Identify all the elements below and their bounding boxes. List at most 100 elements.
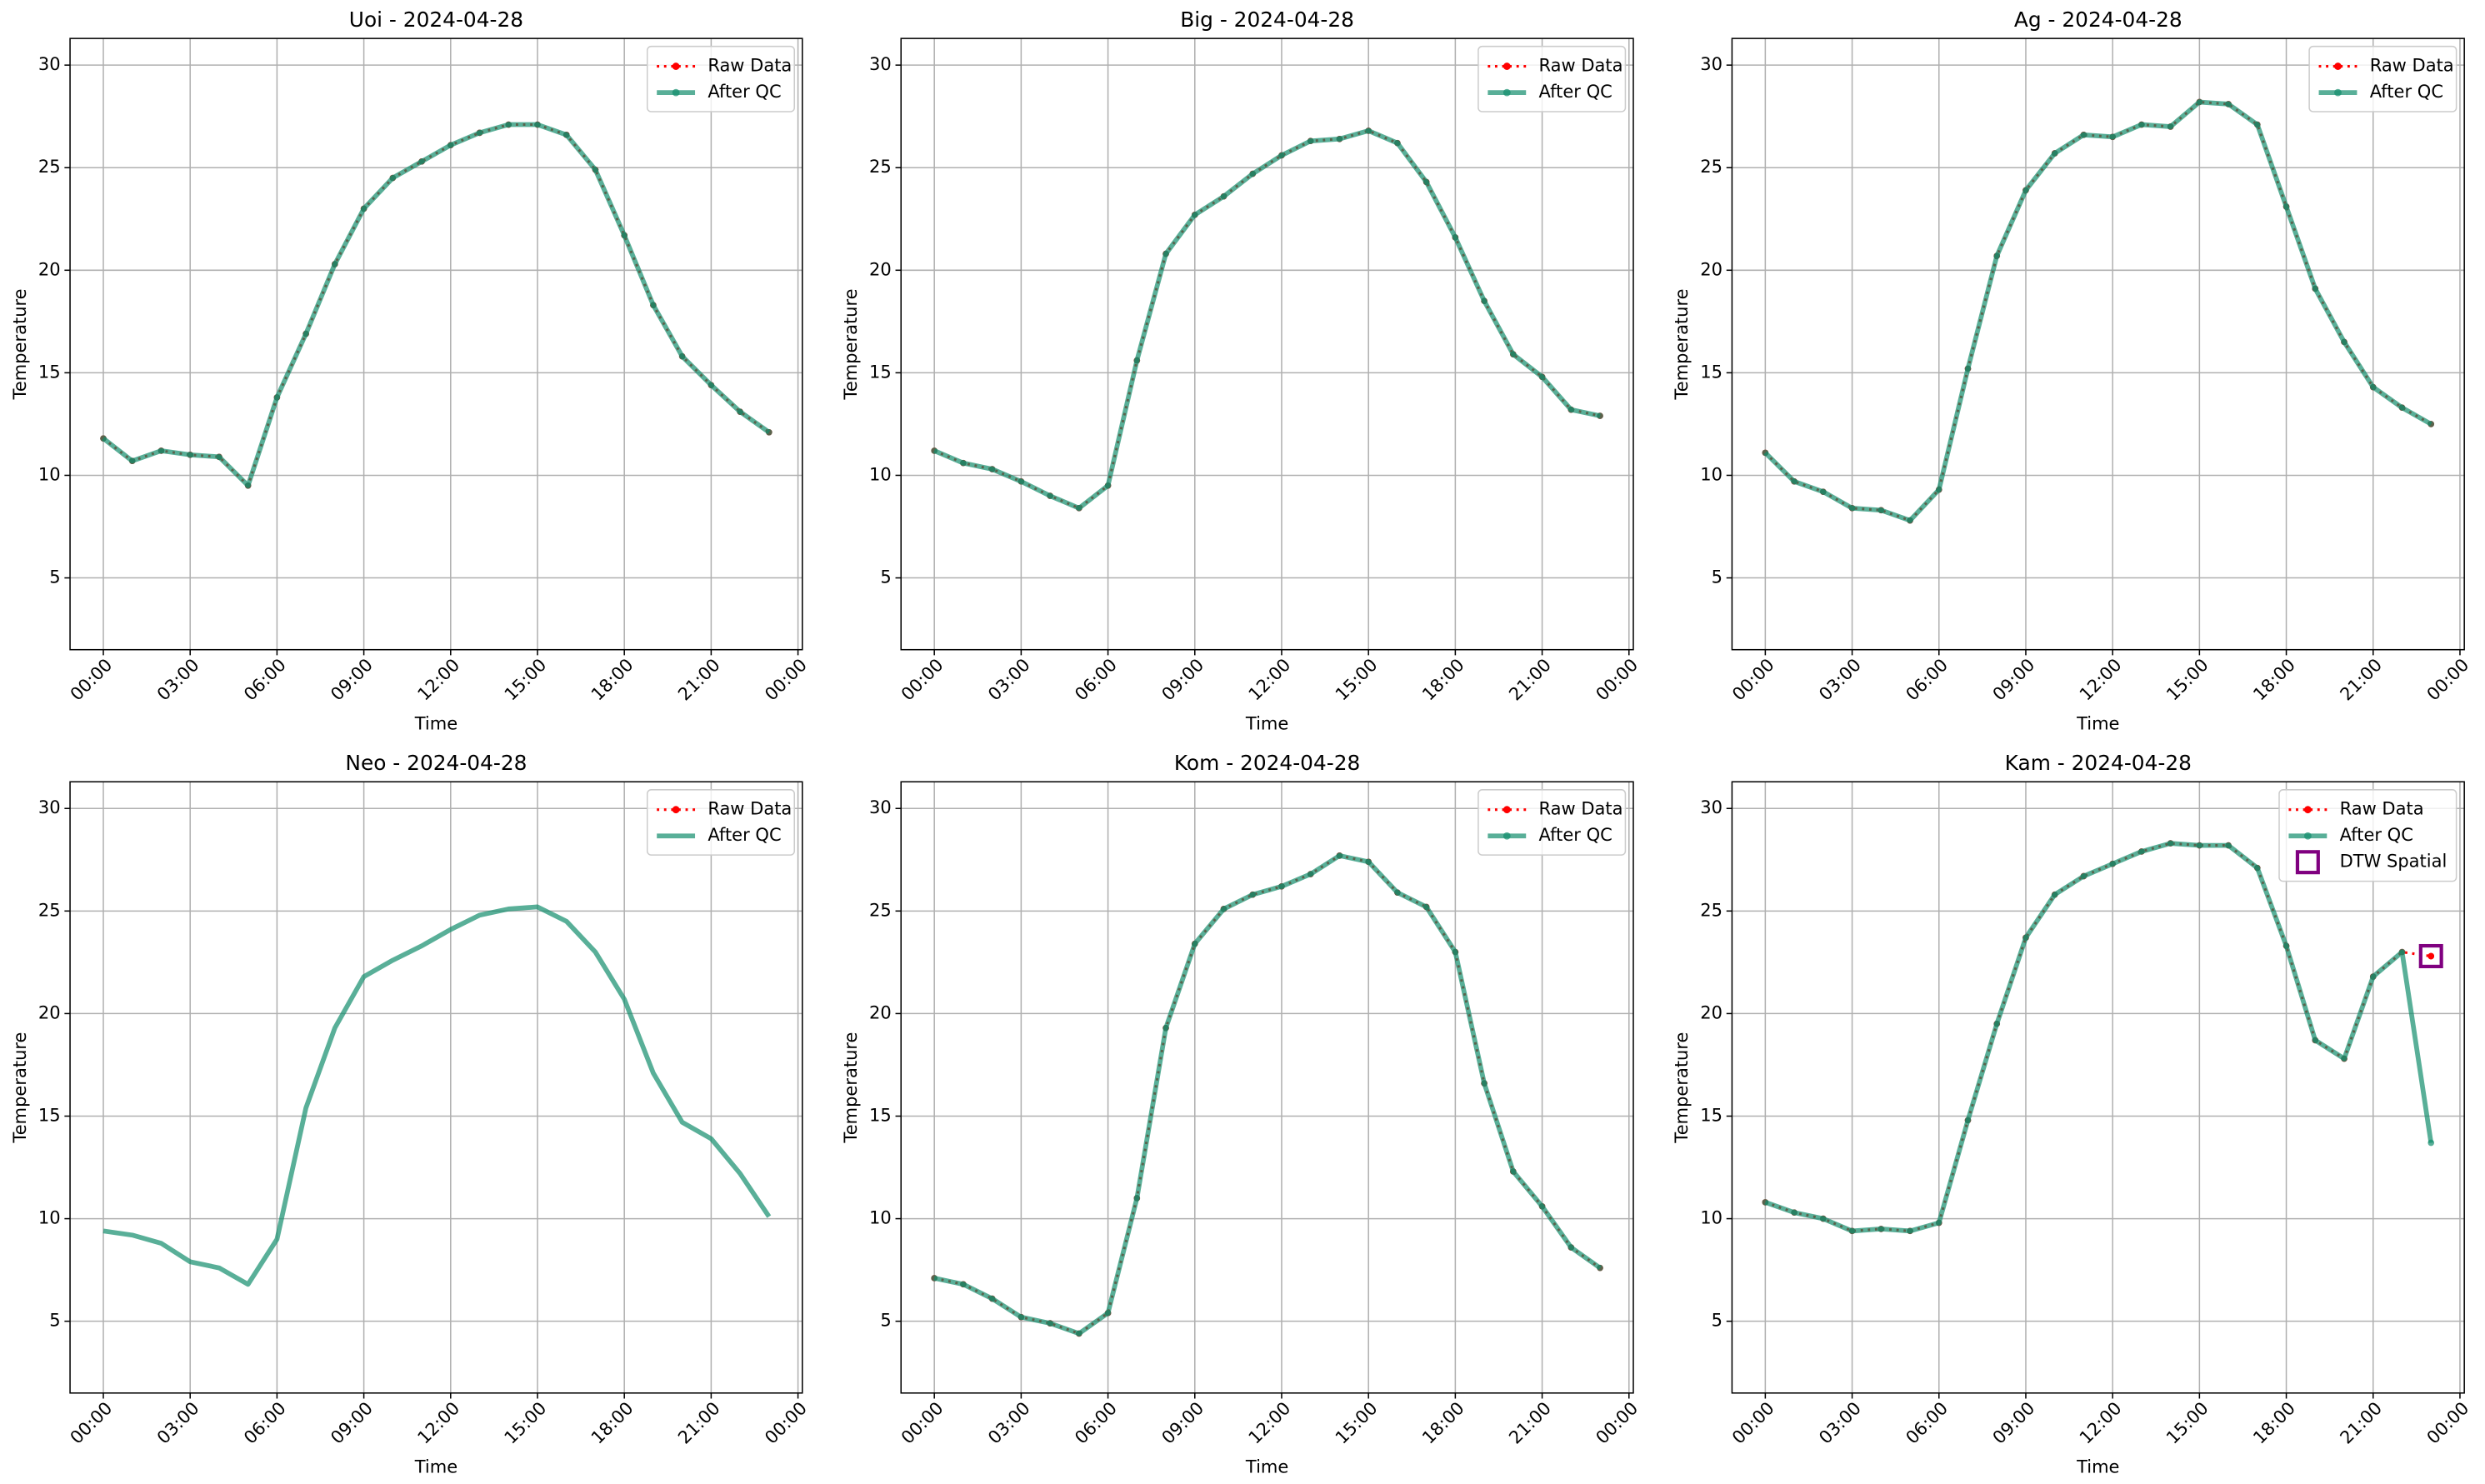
y-tick-label: 10 xyxy=(38,1207,61,1228)
series-point xyxy=(1935,1219,1942,1227)
series-point xyxy=(562,132,570,138)
x-tick-label: 06:00 xyxy=(239,654,289,704)
series-point xyxy=(1162,250,1169,257)
series-point xyxy=(158,447,165,454)
series-point xyxy=(505,121,512,128)
x-tick-label: 12:00 xyxy=(413,1397,463,1447)
series-point xyxy=(1481,1080,1488,1087)
chart-title: Kam - 2024-04-28 xyxy=(2005,751,2192,775)
legend-point xyxy=(1502,88,1511,97)
series-point xyxy=(708,382,715,388)
series-point xyxy=(1568,406,1575,413)
x-tick-label: 09:00 xyxy=(1988,654,2038,704)
x-tick-label: 06:00 xyxy=(1071,1397,1121,1447)
series-point xyxy=(1278,882,1285,890)
series-point xyxy=(1018,1313,1025,1321)
series-point xyxy=(2282,203,2290,210)
series-point xyxy=(931,1275,938,1282)
series-point xyxy=(2196,842,2203,849)
series-point xyxy=(988,466,996,472)
y-tick-label: 10 xyxy=(869,1207,892,1228)
x-axis-label: Time xyxy=(1245,712,1288,733)
y-axis-label: Temperature xyxy=(840,1032,861,1144)
y-tick-label: 5 xyxy=(880,567,891,587)
series-point xyxy=(1104,482,1112,489)
y-tick-label: 15 xyxy=(1700,361,1722,382)
x-tick-label: 03:00 xyxy=(983,1397,1033,1447)
series-point xyxy=(128,457,136,465)
y-tick-label: 5 xyxy=(880,1310,891,1331)
series-point xyxy=(1481,297,1488,305)
series-point xyxy=(1791,478,1798,485)
series-point xyxy=(1394,139,1401,147)
series-point xyxy=(1018,478,1025,485)
y-axis-label: Temperature xyxy=(9,1032,30,1144)
series-point xyxy=(302,330,309,337)
legend-box xyxy=(2308,45,2458,112)
series-point xyxy=(1568,1244,1575,1251)
x-tick-label: 00:00 xyxy=(1728,1397,1778,1447)
legend-label: Raw Data xyxy=(1539,55,1623,76)
series-point xyxy=(2369,383,2377,391)
legend-point xyxy=(2303,832,2312,840)
legend-label: After QC xyxy=(708,81,781,102)
series-point xyxy=(1365,127,1372,134)
axes-frame xyxy=(900,37,1634,651)
y-tick-label: 25 xyxy=(869,899,892,920)
y-tick-label: 5 xyxy=(1712,567,1722,587)
series-line xyxy=(933,853,1602,1337)
legend-box xyxy=(646,45,796,112)
x-tick-label: 00:00 xyxy=(897,1397,947,1447)
y-tick-label: 30 xyxy=(869,53,892,74)
series-point xyxy=(1820,488,1827,495)
series-point xyxy=(1878,507,1885,514)
x-tick-label: 03:00 xyxy=(983,654,1033,704)
series-point xyxy=(1597,1264,1603,1272)
series-point xyxy=(2312,285,2319,292)
x-tick-label: 00:00 xyxy=(1592,1397,1642,1447)
series-point xyxy=(2312,1037,2319,1044)
legend-square xyxy=(2295,850,2320,875)
legend-label: Raw Data xyxy=(708,798,792,819)
legend-box xyxy=(2278,789,2458,882)
y-tick-label: 10 xyxy=(38,463,61,484)
x-tick-label: 18:00 xyxy=(2248,654,2298,704)
series-point xyxy=(1848,1227,1856,1235)
series-point xyxy=(678,352,686,360)
legend-label: Raw Data xyxy=(1539,798,1623,819)
x-tick-label: 09:00 xyxy=(1158,1397,1208,1447)
series-line xyxy=(933,128,1601,511)
series-point xyxy=(1993,252,2001,259)
x-tick-label: 03:00 xyxy=(1815,654,1865,704)
x-tick-label: 15:00 xyxy=(2162,654,2212,704)
y-tick-label: 15 xyxy=(869,361,892,382)
series-point xyxy=(1365,858,1372,866)
legend-box xyxy=(1478,45,1627,112)
series-point xyxy=(2254,864,2261,872)
plot-area xyxy=(70,38,802,650)
y-tick-label: 30 xyxy=(38,797,61,817)
y-tick-label: 20 xyxy=(38,1002,61,1022)
series-point xyxy=(737,408,743,415)
chart-title: Neo - 2024-04-28 xyxy=(345,751,527,775)
chart-title: Big - 2024-04-28 xyxy=(1180,7,1354,32)
y-tick-label: 10 xyxy=(1700,1207,1722,1228)
x-axis-label: Time xyxy=(2076,712,2119,733)
series-point xyxy=(360,205,368,212)
series-line xyxy=(1763,99,2432,523)
series-point xyxy=(1336,135,1343,142)
series-point xyxy=(1307,137,1314,145)
y-tick-label: 25 xyxy=(1700,156,1722,177)
x-tick-label: 00:00 xyxy=(66,1397,116,1447)
series-point xyxy=(931,447,938,454)
series-point xyxy=(1422,903,1430,911)
legend-label: After QC xyxy=(1539,824,1612,845)
y-tick-label: 10 xyxy=(869,463,892,484)
series-point xyxy=(244,482,252,489)
subplot: 00:00 03:00 06:00 09:00 12:00 15:00 18:00 21:00… xyxy=(1671,7,2472,733)
x-tick-label: 06:00 xyxy=(1902,1397,1952,1447)
x-tick-label: 15:00 xyxy=(2162,1397,2212,1447)
flag-marker xyxy=(2418,943,2443,969)
series-point xyxy=(2080,872,2088,880)
series-point xyxy=(1076,505,1082,512)
